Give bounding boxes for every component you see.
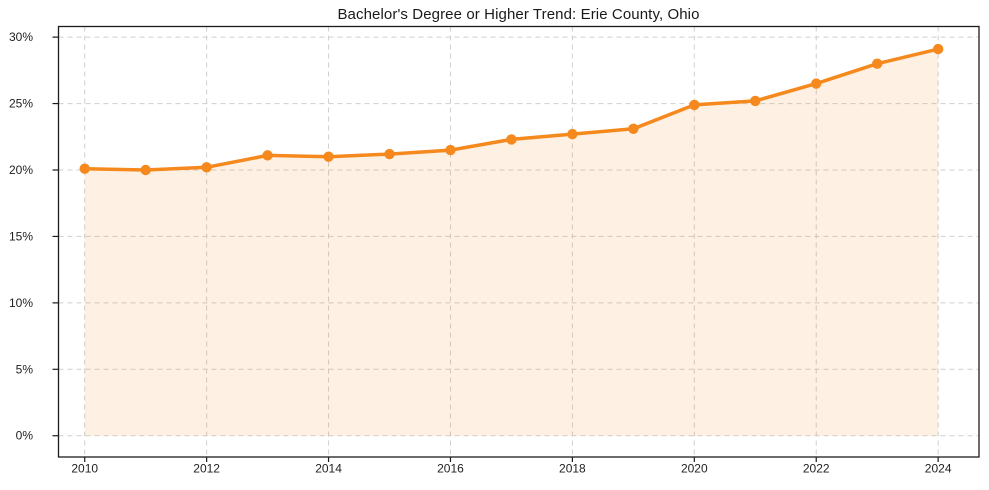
data-point-2012 — [201, 162, 212, 173]
data-point-2011 — [140, 164, 151, 176]
data-point-2018 — [567, 128, 578, 140]
y-tick-label: 25% — [9, 97, 33, 111]
y-tick-label: 30% — [9, 30, 33, 44]
y-tick-label: 10% — [9, 296, 33, 310]
data-point-2015 — [384, 148, 395, 160]
x-tick-label: 2022 — [803, 462, 830, 476]
x-tick-label: 2018 — [559, 462, 586, 476]
data-point-2013 — [262, 150, 273, 161]
plot-border — [57, 25, 980, 458]
x-tick-label: 2010 — [71, 462, 98, 476]
area-fill — [84, 49, 939, 436]
data-point-2019 — [628, 123, 639, 135]
x-tick-label: 2016 — [437, 462, 464, 476]
chart-title: Bachelor's Degree or Higher Trend: Erie … — [337, 6, 700, 23]
x-tick-label: 2012 — [193, 462, 220, 476]
x-tick-label: 2020 — [681, 462, 708, 476]
data-point-2022 — [811, 78, 822, 89]
y-tick-label: 15% — [9, 229, 33, 243]
x-tick-label: 2014 — [315, 462, 342, 476]
data-point-2014 — [323, 151, 334, 162]
data-point-2024 — [932, 43, 944, 55]
data-point-2021 — [750, 95, 761, 107]
data-point-2017 — [506, 134, 517, 145]
y-tick-label: 20% — [9, 163, 33, 177]
y-tick-label: 5% — [16, 362, 34, 376]
x-tick-label: 2024 — [925, 462, 952, 476]
data-point-2016 — [445, 144, 456, 156]
data-point-2020 — [689, 99, 700, 111]
y-tick-label: 0% — [16, 429, 34, 443]
data-point-2010 — [79, 163, 90, 174]
data-point-2023 — [871, 58, 883, 69]
